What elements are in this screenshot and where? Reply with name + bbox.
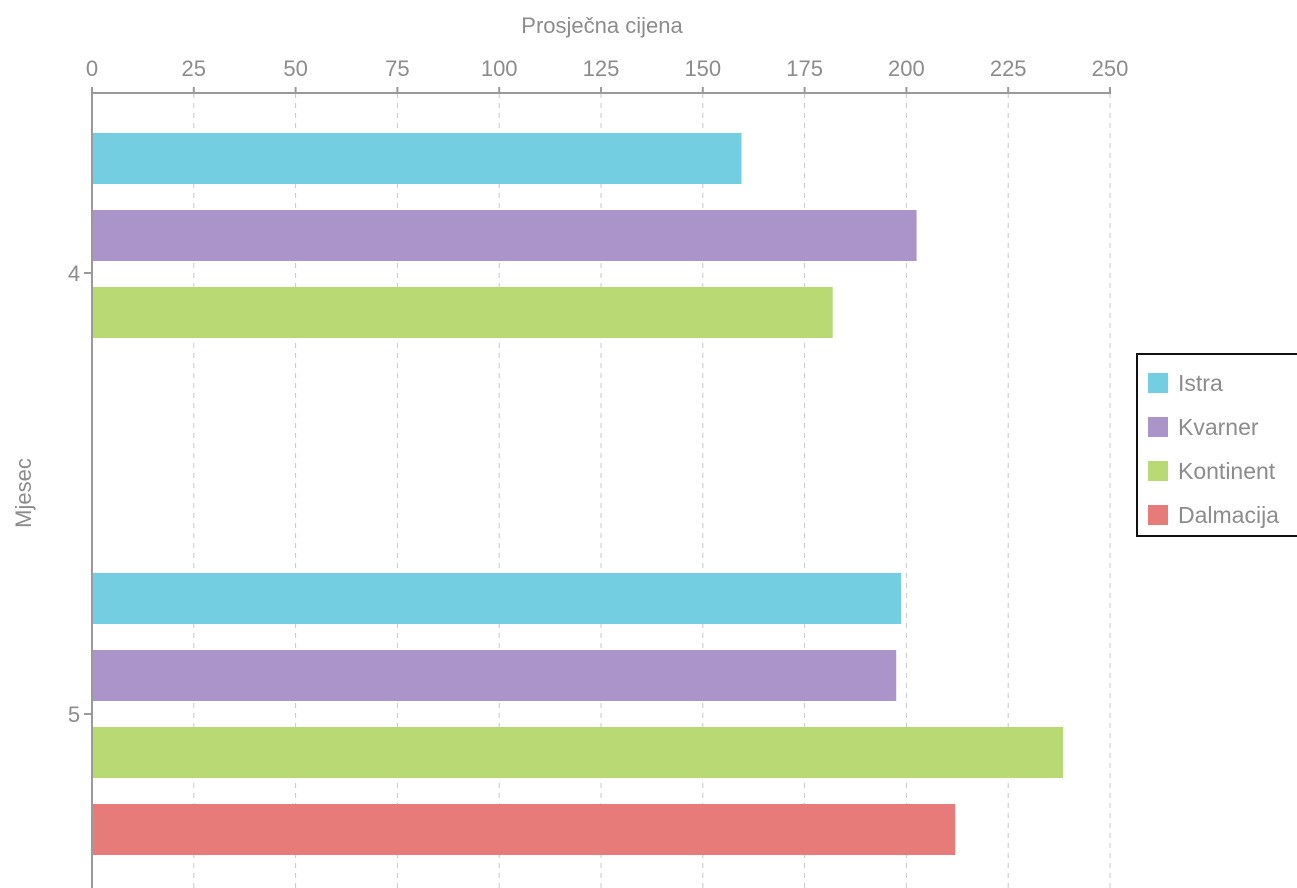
bar-kontinent-5	[92, 727, 1064, 778]
x-tick-label: 25	[182, 56, 206, 81]
x-tick-label: 50	[283, 56, 307, 81]
x-tick-label: 250	[1092, 56, 1129, 81]
legend-label-kvarner: Kvarner	[1178, 413, 1259, 440]
legend-swatch-dalmacija	[1148, 505, 1168, 525]
legend-item-istra: Istra	[1148, 368, 1223, 398]
bars	[92, 133, 1064, 855]
legend-swatch-istra	[1148, 373, 1168, 393]
legend-swatch-kvarner	[1148, 417, 1168, 437]
legend-item-dalmacija: Dalmacija	[1148, 500, 1279, 530]
legend-label-dalmacija: Dalmacija	[1178, 501, 1279, 528]
y-axis-title: Mjesec	[11, 458, 36, 528]
legend-item-kvarner: Kvarner	[1148, 412, 1259, 442]
bar-kvarner-4	[92, 210, 917, 261]
bar-istra-5	[92, 573, 902, 624]
x-tick-label: 150	[684, 56, 721, 81]
legend-item-kontinent: Kontinent	[1148, 456, 1275, 486]
x-tick-label: 225	[990, 56, 1027, 81]
legend-swatch-kontinent	[1148, 461, 1168, 481]
axes	[91, 92, 1111, 888]
x-tick-label: 0	[86, 56, 98, 81]
x-axis-title: Prosječna cijena	[521, 13, 683, 38]
bar-istra-4	[92, 133, 742, 184]
x-tick-label: 125	[583, 56, 620, 81]
x-tick-label: 200	[888, 56, 925, 81]
legend: Istra Kvarner Kontinent Dalmacija	[1136, 353, 1297, 537]
y-axis-ticks: 45	[68, 261, 92, 727]
y-tick-label: 5	[68, 702, 80, 727]
legend-label-istra: Istra	[1178, 369, 1223, 396]
x-axis-ticks: 0 25 50 75 100 125 150 175 200 225 250	[86, 56, 1128, 93]
bar-kvarner-5	[92, 650, 897, 701]
legend-label-kontinent: Kontinent	[1178, 457, 1276, 484]
bar-kontinent-4	[92, 287, 833, 338]
x-tick-label: 175	[786, 56, 823, 81]
x-tick-label: 100	[481, 56, 518, 81]
x-tick-label: 75	[385, 56, 409, 81]
y-tick-label: 4	[68, 261, 80, 286]
bar-dalmacija-5	[92, 804, 956, 855]
